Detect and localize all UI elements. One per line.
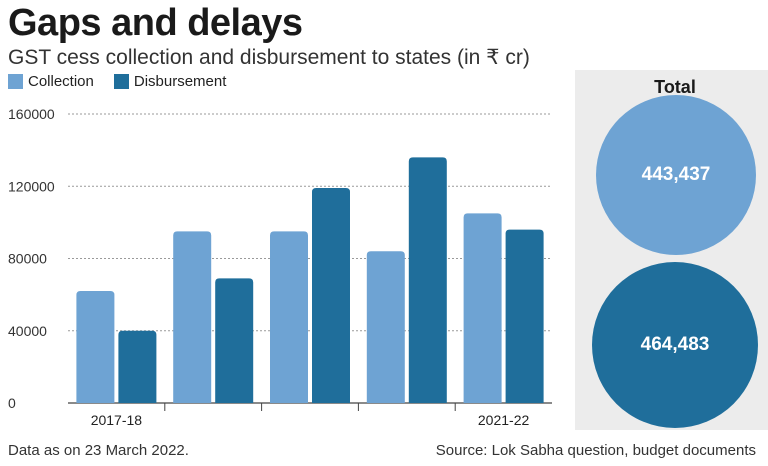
legend: Collection Disbursement bbox=[8, 73, 238, 90]
bar-collection bbox=[463, 213, 502, 403]
chart-title: Gaps and delays bbox=[8, 2, 303, 44]
legend-swatch-collection bbox=[8, 74, 23, 89]
bar-disbursement bbox=[312, 188, 350, 403]
collection-total-circle: 443,437 bbox=[596, 95, 756, 255]
y-tick-label: 80000 bbox=[8, 251, 47, 267]
bar-disbursement bbox=[118, 330, 157, 403]
bar-disbursement bbox=[505, 229, 544, 403]
y-tick-label: 160000 bbox=[8, 106, 55, 122]
totals-label: Total bbox=[654, 77, 696, 97]
bar-chart: 0 40000 80000 120000 160000 2017-18 2021-22 bbox=[8, 106, 552, 428]
bar-disbursement bbox=[408, 157, 447, 403]
collection-total-value: 443,437 bbox=[641, 164, 711, 185]
x-tick-label: 2021-22 bbox=[478, 412, 530, 428]
legend-swatch-disbursement bbox=[113, 74, 129, 89]
legend-label-collection: Collection bbox=[28, 73, 94, 90]
y-tick-label: 120000 bbox=[8, 178, 55, 194]
legend-item-collection: Collection bbox=[8, 73, 94, 90]
legend-item-disbursement: Disbursement bbox=[113, 73, 227, 90]
footer-source: Source: Lok Sabha question, budget docum… bbox=[435, 442, 756, 459]
y-tick-label: 40000 bbox=[8, 323, 47, 339]
bar-collection bbox=[270, 231, 308, 403]
footer-note: Data as on 23 March 2022. bbox=[8, 442, 189, 459]
y-tick-label: 0 bbox=[8, 395, 16, 411]
x-tick-label: 2017-18 bbox=[91, 412, 143, 428]
bar-disbursement bbox=[215, 278, 254, 403]
bar-collection bbox=[76, 291, 115, 403]
chart-subtitle: GST cess collection and disbursement to … bbox=[8, 46, 530, 69]
bar-collection bbox=[173, 231, 212, 403]
legend-label-disbursement: Disbursement bbox=[133, 73, 227, 90]
bar-collection bbox=[366, 251, 405, 403]
disbursement-total-circle: 464,483 bbox=[592, 262, 758, 428]
disbursement-total-value: 464,483 bbox=[640, 334, 710, 355]
